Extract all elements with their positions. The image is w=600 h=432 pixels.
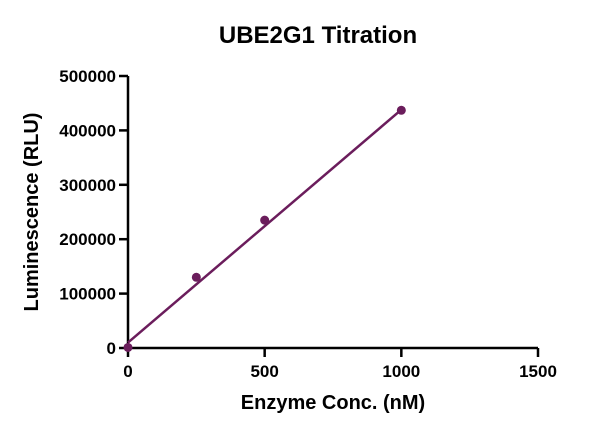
y-tick-label: 200000 [59,230,116,249]
ticks: 0 100000 200000 300000 400000 500000 0 500 1000 1… [59,67,557,381]
data-point [191,272,201,282]
y-tick-label: 0 [107,339,116,358]
axes [126,76,538,350]
chart-title: UBE2G1 Titration [219,22,417,49]
y-tick-label: 400000 [59,121,116,140]
x-tick-label: 500 [250,362,278,381]
x-tick-label: 1500 [519,362,557,381]
y-tick-label: 100000 [59,285,116,304]
data-marks [123,105,406,352]
x-axis-label: Enzyme Conc. (nM) [241,392,425,414]
y-axis-label: Luminescence (RLU) [21,113,43,312]
data-point [123,342,133,352]
x-tick-label: 0 [123,362,132,381]
y-tick-label: 300000 [59,176,116,195]
data-point [260,215,270,225]
y-tick-label: 500000 [59,67,116,86]
x-tick-label: 1000 [382,362,420,381]
data-point [396,105,406,115]
fit-line [127,108,403,344]
